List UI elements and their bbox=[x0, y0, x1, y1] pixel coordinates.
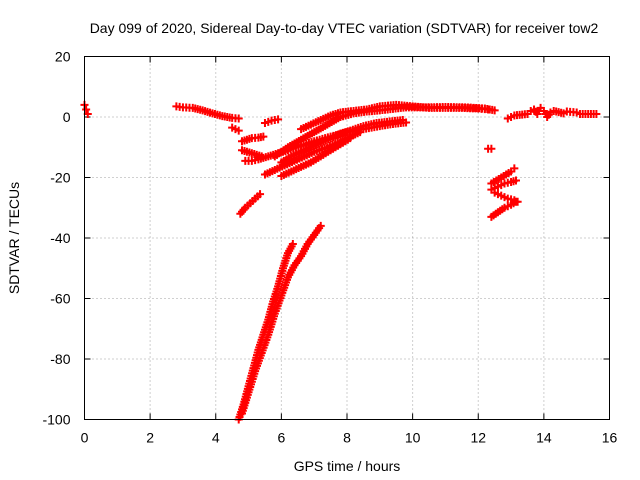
series-arc-13 bbox=[236, 190, 265, 218]
x-tick-label: 14 bbox=[536, 430, 552, 446]
x-tick-label: 4 bbox=[212, 430, 220, 446]
series-arc-20 bbox=[490, 188, 522, 206]
x-tick-label: 6 bbox=[277, 430, 285, 446]
series-arc-16 bbox=[484, 144, 496, 153]
x-axis-title: GPS time / hours bbox=[294, 458, 401, 474]
series-arc-2 bbox=[172, 102, 243, 123]
data-point bbox=[592, 109, 601, 118]
chart-title: Day 099 of 2020, Sidereal Day-to-day VTE… bbox=[90, 20, 599, 36]
series-arc-12 bbox=[297, 100, 493, 134]
data-point bbox=[288, 240, 297, 249]
data-point bbox=[484, 105, 493, 114]
data-point bbox=[398, 116, 407, 125]
y-tick-label: 20 bbox=[55, 49, 71, 65]
y-axis-title: SDTVAR / TECUs bbox=[6, 182, 22, 294]
data-point bbox=[82, 105, 91, 114]
y-tick-label: -100 bbox=[42, 412, 70, 428]
data-point bbox=[83, 109, 92, 118]
y-tick-label: -60 bbox=[50, 291, 70, 307]
x-tick-label: 12 bbox=[470, 430, 486, 446]
series-arc-1 bbox=[80, 100, 92, 118]
series-arc-17 bbox=[487, 164, 519, 188]
y-tick-label: -80 bbox=[50, 351, 70, 367]
series-arc-21 bbox=[503, 103, 601, 123]
series-arc-18 bbox=[487, 176, 520, 194]
data-point bbox=[510, 164, 519, 173]
y-tick-label: 0 bbox=[63, 109, 71, 125]
data-point bbox=[259, 132, 268, 141]
series-arc-15 bbox=[238, 221, 325, 418]
x-tick-label: 10 bbox=[405, 430, 421, 446]
y-tick-label: -40 bbox=[50, 230, 70, 246]
data-point bbox=[316, 221, 325, 230]
x-tick-label: 8 bbox=[343, 430, 351, 446]
data-point bbox=[256, 190, 265, 199]
series-arc-3 bbox=[228, 123, 243, 135]
series-arc-7 bbox=[260, 115, 283, 128]
data-point bbox=[274, 115, 283, 124]
y-tick-label: -20 bbox=[50, 170, 70, 186]
data-point bbox=[346, 134, 355, 143]
series-arc-10 bbox=[277, 134, 355, 180]
x-tick-label: 16 bbox=[602, 430, 618, 446]
data-points bbox=[80, 100, 601, 424]
series-arc-4 bbox=[238, 132, 268, 146]
series-arc-9 bbox=[277, 116, 407, 167]
x-tick-label: 0 bbox=[81, 430, 89, 446]
plot-frame bbox=[84, 56, 610, 420]
data-point bbox=[234, 126, 243, 135]
data-point bbox=[234, 114, 243, 123]
data-point bbox=[487, 144, 496, 153]
data-point bbox=[511, 176, 520, 185]
data-point bbox=[513, 197, 522, 206]
axis-ticks: 0 2 4 6 8 10 12 14 16 -100 -80 -60 -40 -20 0 20 bbox=[42, 49, 617, 446]
x-tick-label: 2 bbox=[146, 430, 154, 446]
